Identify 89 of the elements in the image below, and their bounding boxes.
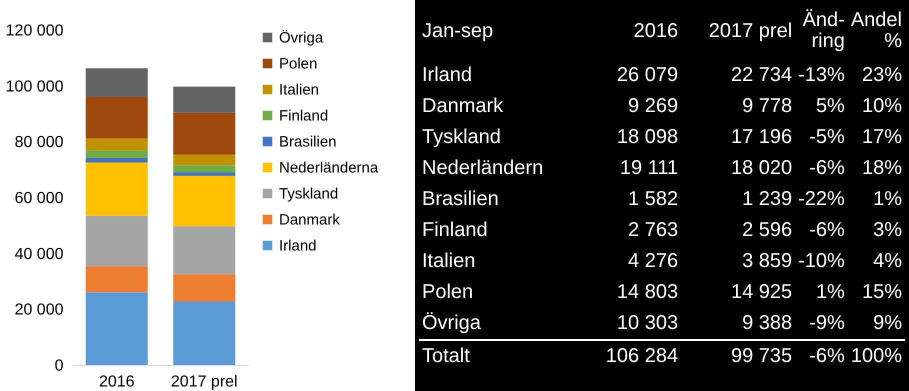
legend-label: Irland <box>279 238 317 254</box>
text: 9 388 <box>741 311 794 336</box>
bar <box>86 216 148 266</box>
text: -5% <box>808 125 846 150</box>
text: -22% <box>797 187 846 212</box>
legend-label: Nederländerna <box>279 160 379 176</box>
text: 2 596 <box>741 218 794 243</box>
bar <box>86 97 148 138</box>
text: Polen <box>421 280 474 305</box>
bar <box>173 274 236 302</box>
bar <box>173 165 236 172</box>
bar <box>86 68 148 98</box>
text: 5% <box>814 94 846 119</box>
text: -9% <box>808 311 846 336</box>
text: 2 763 <box>627 218 680 243</box>
text: 17 196 <box>730 125 794 150</box>
legend-label: Italien <box>279 82 320 98</box>
bar <box>86 150 148 158</box>
text: 15% <box>860 280 903 305</box>
text: 100% <box>848 340 905 372</box>
y-tick-label: 40 000 <box>14 246 64 263</box>
bar <box>86 138 148 150</box>
text: 2016 <box>632 18 680 44</box>
legend-label: Övriga <box>279 30 324 46</box>
text: Italien <box>421 249 476 274</box>
text: Irland <box>421 63 474 88</box>
legend-label: Tyskland <box>279 186 338 202</box>
text: Brasilien <box>421 187 500 212</box>
text: Jan-sep <box>421 18 494 44</box>
bar <box>173 154 236 166</box>
text: -10% <box>797 249 846 274</box>
text: 1 239 <box>741 187 794 212</box>
text: 23% <box>860 63 903 88</box>
text: -6% <box>795 340 848 372</box>
bar <box>173 302 236 365</box>
bar <box>86 162 148 216</box>
text: 17% <box>860 125 903 150</box>
text: 3 859 <box>741 249 794 274</box>
text: Övriga <box>421 311 482 336</box>
text: 14 803 <box>616 280 680 305</box>
text: 3% <box>872 218 903 243</box>
y-tick-label: 80 000 <box>14 134 64 152</box>
text: 9% <box>872 311 903 336</box>
y-tick-label: 20 000 <box>14 302 64 319</box>
text: 9 778 <box>741 94 794 119</box>
text: 4% <box>872 249 903 274</box>
text: Andel % <box>850 8 903 54</box>
text: Danmark <box>421 94 504 119</box>
text: Tyskland <box>421 125 502 150</box>
bar <box>86 158 148 162</box>
y-tick-label: 60 000 <box>14 190 64 207</box>
text: -6% <box>808 218 846 243</box>
text: 10% <box>860 94 903 119</box>
text: 19 111 <box>618 156 680 181</box>
text: 9 269 <box>627 94 680 119</box>
text: 26 079 <box>616 63 680 88</box>
bar <box>86 292 148 365</box>
bar <box>86 266 148 292</box>
text: 18 020 <box>730 156 794 181</box>
legend-label: Finland <box>279 108 328 124</box>
legend-label: Danmark <box>279 212 340 228</box>
text: Totalt <box>419 340 582 372</box>
legend-label: Polen <box>279 56 318 72</box>
text: 14 925 <box>730 280 794 305</box>
text: Finland <box>421 218 489 243</box>
text: 4 276 <box>627 249 680 274</box>
y-tick-label: 120 000 <box>6 22 64 40</box>
text: 1 582 <box>627 187 680 212</box>
text: Änd-ring <box>802 8 846 54</box>
text: 1% <box>872 187 903 212</box>
text: 18 098 <box>616 125 680 150</box>
text: 1% <box>814 280 846 305</box>
legend-label: Brasilien <box>279 134 337 150</box>
y-tick-label: 0 <box>54 358 64 374</box>
text: Nederländern <box>421 156 544 181</box>
bar <box>173 176 236 226</box>
text: 22 734 <box>730 63 794 88</box>
bar <box>173 112 236 154</box>
y-tick-label: 100 000 <box>6 78 64 96</box>
text: 18% <box>860 156 903 181</box>
text: -13% <box>797 63 846 88</box>
text: 2017 prel <box>708 18 794 44</box>
text: -6% <box>808 156 846 181</box>
text: 10 303 <box>616 311 680 336</box>
text: 106 284 <box>581 340 682 372</box>
bar <box>173 86 236 113</box>
bar <box>173 226 236 274</box>
bar <box>173 172 236 176</box>
text: 99 735 <box>681 340 796 372</box>
